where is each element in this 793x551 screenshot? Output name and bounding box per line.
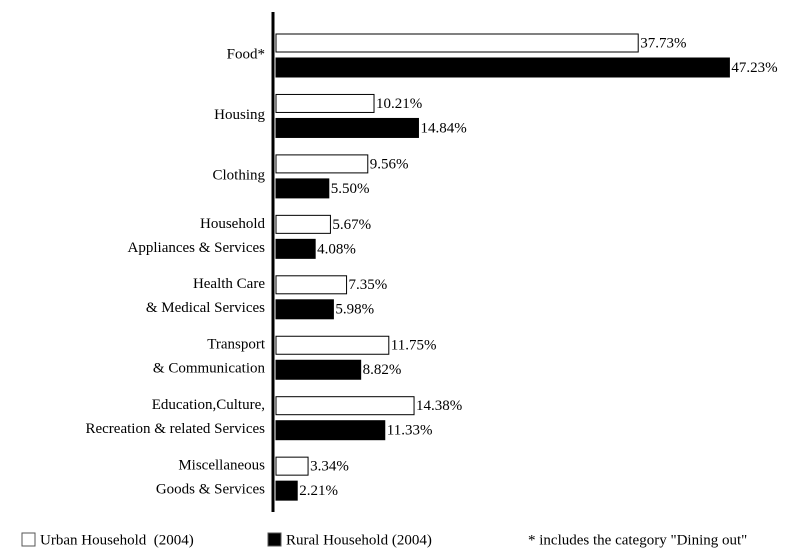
bar	[275, 117, 419, 138]
category-label: Goods & Services	[156, 482, 265, 498]
value-label: 5.67%	[332, 217, 371, 233]
value-label: 9.56%	[370, 156, 409, 172]
category-label: Housing	[214, 107, 265, 123]
category-label: & Medical Services	[146, 300, 265, 316]
category-label: Food*	[227, 46, 265, 62]
category-label: Health Care	[193, 276, 265, 292]
legend-label: Rural Household (2004)	[286, 532, 432, 548]
bar	[275, 480, 298, 501]
legend-swatch	[267, 532, 282, 547]
value-label: 7.35%	[349, 277, 388, 293]
bar	[275, 456, 309, 476]
bar	[275, 154, 369, 174]
value-label: 5.98%	[335, 302, 374, 318]
value-label: 10.21%	[376, 96, 422, 112]
bar	[275, 359, 362, 380]
category-label: Household	[200, 216, 265, 232]
value-label: 14.38%	[416, 398, 462, 414]
bar	[275, 178, 330, 199]
category-label: Appliances & Services	[128, 240, 266, 256]
value-label: 14.84%	[420, 120, 466, 136]
legend-label: Urban Household (2004)	[40, 532, 194, 548]
bar	[275, 299, 334, 320]
category-label: Education,Culture,	[152, 397, 265, 413]
category-label: Miscellaneous	[178, 458, 265, 474]
bar	[275, 396, 415, 416]
category-label: Recreation & related Services	[85, 421, 265, 437]
bar	[275, 33, 639, 53]
annotation: * includes the category "Dining out"	[528, 532, 747, 548]
value-label: 3.34%	[310, 459, 349, 475]
value-label: 11.33%	[387, 423, 433, 439]
bar	[275, 420, 386, 441]
category-label: & Communication	[153, 361, 266, 377]
value-label: 11.75%	[391, 338, 437, 354]
value-label: 5.50%	[331, 181, 370, 197]
bar	[275, 57, 730, 78]
value-label: 8.82%	[363, 362, 402, 378]
value-label: 47.23%	[731, 60, 777, 76]
bar	[275, 335, 390, 355]
category-label: Clothing	[212, 167, 265, 183]
value-label: 4.08%	[317, 241, 356, 257]
bar	[275, 93, 375, 113]
value-label: 2.21%	[299, 483, 338, 499]
bar	[275, 275, 348, 295]
bar	[275, 238, 316, 259]
value-label: 37.73%	[640, 35, 686, 51]
category-label: Transport	[207, 337, 266, 353]
legend-swatch	[21, 532, 36, 547]
bar	[275, 214, 331, 234]
